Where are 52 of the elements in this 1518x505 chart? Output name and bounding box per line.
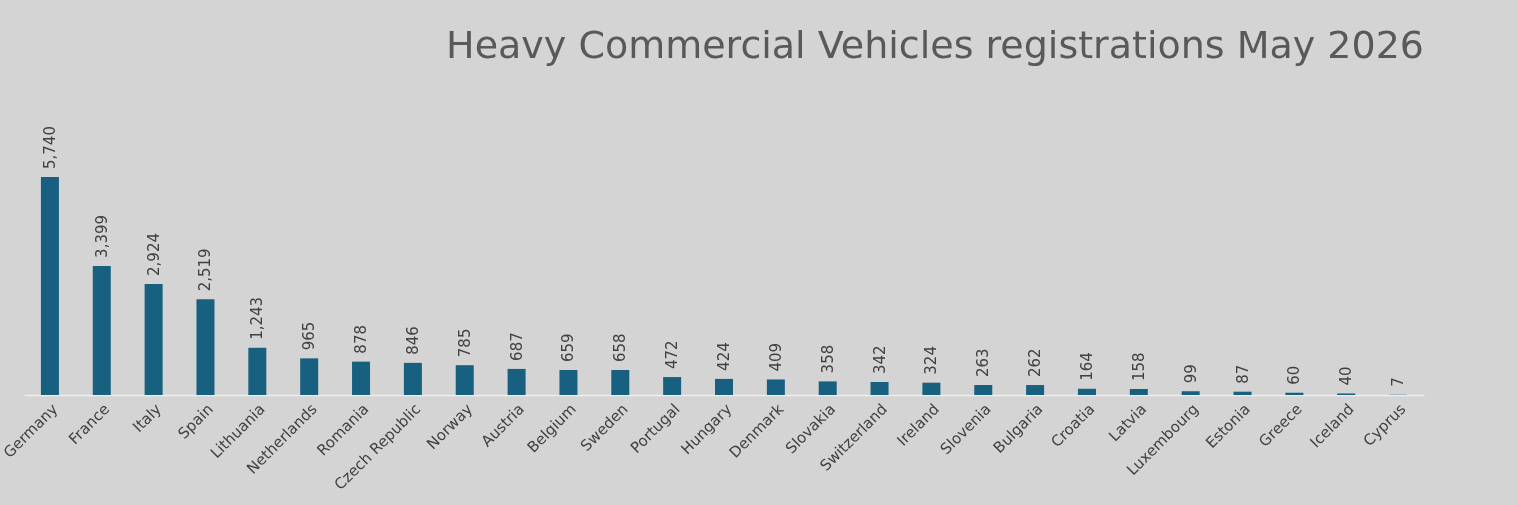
data-label: 3,399 — [92, 214, 111, 258]
bar — [870, 382, 889, 395]
bar — [559, 369, 578, 395]
data-label: 263 — [974, 348, 993, 378]
data-label: 2,924 — [144, 233, 163, 276]
bar — [455, 365, 474, 395]
data-label: 40 — [1337, 366, 1356, 386]
bar — [196, 299, 215, 395]
bar — [1233, 391, 1252, 395]
data-label: 424 — [715, 342, 733, 371]
data-label: 324 — [922, 346, 941, 375]
bar — [403, 362, 422, 395]
data-label: 60 — [1285, 365, 1304, 385]
data-label: 358 — [818, 344, 837, 374]
data-label: 5,740 — [40, 126, 59, 169]
data-label: 262 — [1026, 348, 1045, 378]
data-label: 99 — [1181, 364, 1200, 384]
data-label: 409 — [766, 342, 785, 372]
data-label: 878 — [352, 325, 371, 354]
bar — [766, 379, 785, 395]
bar — [663, 377, 682, 395]
data-label: 164 — [1077, 352, 1096, 381]
data-label: 1,243 — [248, 296, 267, 340]
data-label: 158 — [1129, 352, 1148, 381]
bar — [715, 378, 733, 395]
bar — [922, 382, 941, 395]
bar — [1026, 385, 1045, 395]
bar — [974, 385, 993, 395]
bar — [92, 265, 111, 395]
data-label: 785 — [455, 328, 474, 358]
bar — [1129, 389, 1148, 395]
data-label: 7 — [1389, 377, 1408, 387]
bar — [248, 347, 267, 395]
bar — [144, 283, 163, 395]
data-label: 687 — [507, 332, 526, 361]
bar — [507, 368, 526, 395]
data-label: 659 — [559, 333, 578, 362]
data-label: 472 — [663, 340, 682, 370]
data-label: 846 — [403, 326, 422, 355]
chart-title: Heavy Commercial Vehicles registrations May 2026 — [446, 23, 1424, 68]
bar — [40, 177, 59, 395]
bar — [1077, 388, 1096, 395]
data-label: 658 — [611, 333, 630, 363]
data-label: 2,519 — [196, 248, 215, 292]
bar — [1181, 391, 1200, 395]
data-label: 342 — [870, 345, 889, 375]
bar — [611, 370, 630, 395]
bar — [818, 381, 837, 395]
data-label: 87 — [1233, 364, 1252, 384]
bar — [300, 358, 319, 395]
bar — [352, 361, 371, 395]
data-label: 965 — [300, 321, 319, 351]
